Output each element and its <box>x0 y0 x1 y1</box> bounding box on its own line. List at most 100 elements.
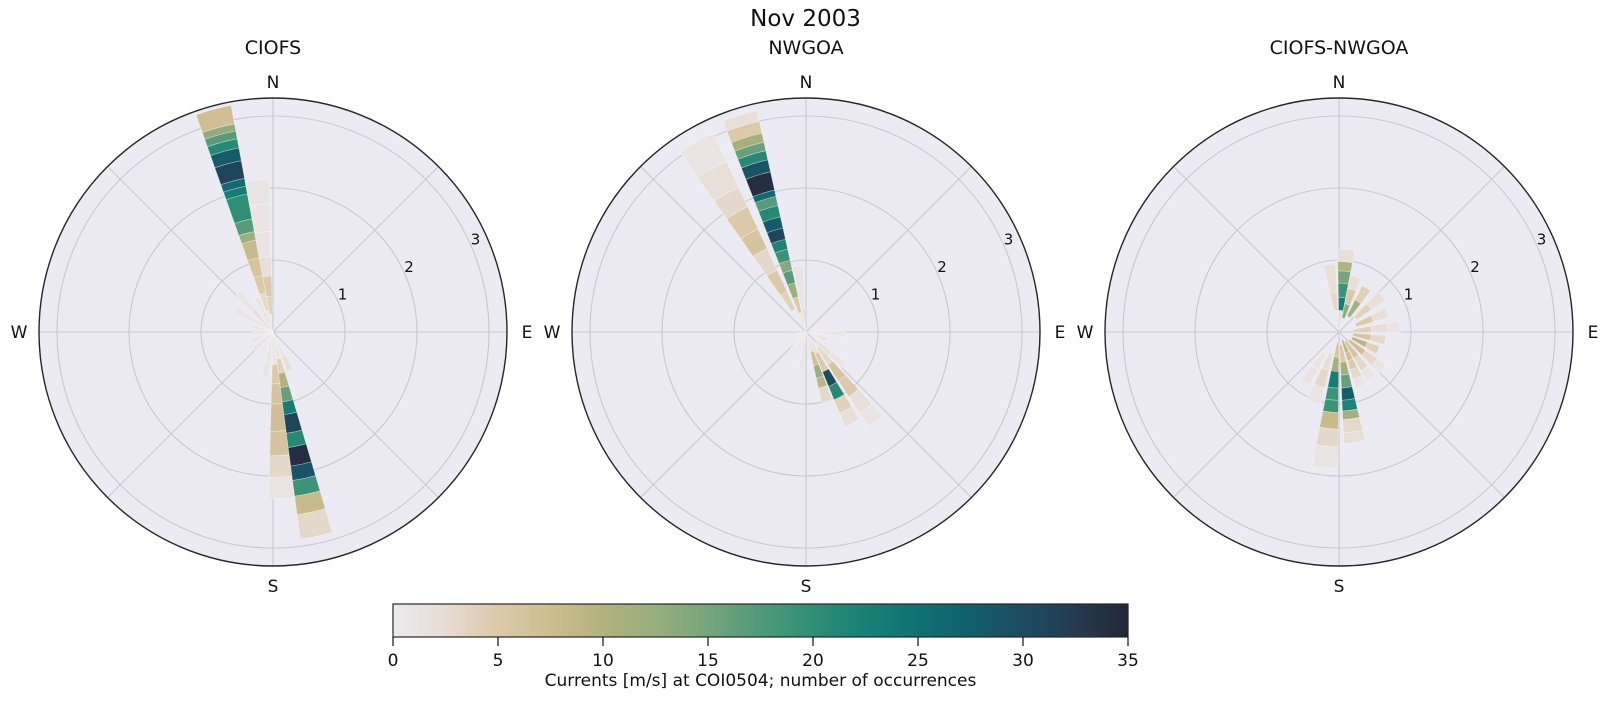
rose-petal-segment <box>752 248 778 277</box>
colorbar-tick-label: 15 <box>697 651 719 671</box>
rose-petal-segment <box>786 331 807 343</box>
rose-petal-segment <box>1339 360 1350 376</box>
rose-petal-segment <box>730 132 765 152</box>
rose-petal-segment <box>722 110 760 132</box>
rose-petal-segment <box>1347 358 1358 371</box>
angular-gridline <box>1173 331 1340 498</box>
cardinal-label-south: S <box>1334 577 1345 597</box>
rose-petal-segment <box>210 147 242 169</box>
rose-petal-segment <box>214 160 245 186</box>
rose-petal-segment <box>726 206 759 240</box>
rose-petal-segment <box>233 306 253 322</box>
rose-petal-segment <box>788 331 807 349</box>
rose-petal-segment <box>204 130 238 148</box>
rose-petal-segment <box>292 475 321 497</box>
rose-petal-segment <box>1313 367 1330 389</box>
rose-petal-segment <box>1323 263 1338 294</box>
rose-petal-segment <box>1311 444 1339 470</box>
polar-spine <box>38 97 508 567</box>
cardinal-label-east: E <box>522 323 533 343</box>
angular-gridline <box>640 331 807 498</box>
rose-petal-segment <box>254 296 266 314</box>
rose-petal-segment <box>270 402 287 432</box>
rose-petal-segment <box>1342 408 1360 421</box>
rose-petal-segment <box>1337 261 1353 273</box>
rose-petal-segment <box>195 105 235 133</box>
rose-petal-segment <box>737 150 769 169</box>
rose-petal-segment <box>266 295 273 315</box>
rose-petal-segment <box>1370 307 1390 323</box>
rose-petal-segment <box>1352 374 1367 390</box>
rose-petal-segment <box>201 123 237 140</box>
rose-petal-segment <box>1338 297 1347 312</box>
subplot-title-ciofs: CIOFS <box>244 37 302 59</box>
rose-petal-segment <box>752 189 777 204</box>
rose-petal-segment <box>713 186 749 220</box>
rose-petal-segment <box>815 340 833 356</box>
cardinal-label-north: N <box>1333 73 1346 93</box>
rose-petal-segment <box>798 354 806 370</box>
colorbar-tick-label: 25 <box>907 651 929 671</box>
rose-petal-segment <box>1341 339 1350 354</box>
rose-petal-segment <box>249 203 271 234</box>
rose-petal-segment <box>1346 299 1362 319</box>
rose-petal-segment <box>296 508 333 540</box>
rose-petal-segment <box>1347 338 1367 356</box>
subplot-title-ciofs-nwgoa: CIOFS-NWGOA <box>1269 37 1409 59</box>
rose-petal-segment <box>294 490 326 516</box>
rose-petal-segment <box>1364 341 1381 355</box>
rose-petal-segment <box>828 381 845 401</box>
rose-petal-segment <box>270 383 283 405</box>
rose-petal-segment <box>260 331 274 353</box>
rose-petal-segment <box>252 331 274 336</box>
rose-petal-segment <box>1347 275 1362 292</box>
rose-petal-segment <box>818 385 833 403</box>
rose-petal-segment <box>787 282 799 299</box>
rose-petal-segment <box>1353 354 1369 372</box>
rose-petal-segment <box>770 238 789 254</box>
rose-petal-segment <box>1333 342 1340 358</box>
rose-petal-segment <box>745 171 775 198</box>
cardinal-label-east: E <box>1588 323 1599 343</box>
rose-petal-segment <box>697 160 739 202</box>
colorbar-tick-label: 20 <box>802 651 824 671</box>
rose-petal-segment <box>827 360 847 382</box>
rose-petal-segment <box>778 259 793 274</box>
rose-petal-segment <box>816 346 834 366</box>
cardinal-label-west: W <box>544 323 561 343</box>
rose-petal-segment <box>827 329 846 337</box>
rose-petal-segment <box>1360 365 1376 382</box>
rose-petal-segment <box>271 363 281 385</box>
rose-petal-segment <box>1341 303 1351 320</box>
rose-petal-segment <box>254 230 272 259</box>
rose-petal-segment <box>290 461 316 481</box>
rose-petal-segment <box>250 331 274 344</box>
rose-petal-segment <box>1343 339 1360 359</box>
rose-petal-segment <box>283 411 303 434</box>
rose-petal-segment <box>1337 248 1356 264</box>
rose-petal-segment <box>762 216 784 234</box>
rose-petal-segment <box>1386 320 1401 333</box>
rose-petal-segment <box>1341 386 1356 401</box>
rose-petal-segment <box>1340 373 1353 389</box>
rose-petal-segment <box>838 375 860 398</box>
rose-petal-segment <box>805 331 828 342</box>
angular-gridline <box>107 331 274 498</box>
rose-petal-segment <box>754 195 779 212</box>
rose-petal-segment <box>1341 398 1358 412</box>
polar-spine <box>1104 97 1574 567</box>
rose-petal-segment <box>813 363 824 379</box>
cardinal-label-south: S <box>801 577 812 597</box>
rose-petal-segment <box>828 350 847 369</box>
rose-petal-segment <box>859 403 884 428</box>
rose-petal-segment <box>1361 349 1379 366</box>
rose-petal-segment <box>247 257 263 279</box>
rose-petal-segment <box>1339 344 1347 363</box>
cardinal-label-west: W <box>1077 323 1094 343</box>
rose-petal-segment <box>1371 358 1387 374</box>
rose-petal-segment <box>253 274 267 296</box>
rose-petal-segment <box>238 231 257 245</box>
rose-petal-segment <box>206 138 240 156</box>
colorbar-tick-label: 35 <box>1117 651 1139 671</box>
